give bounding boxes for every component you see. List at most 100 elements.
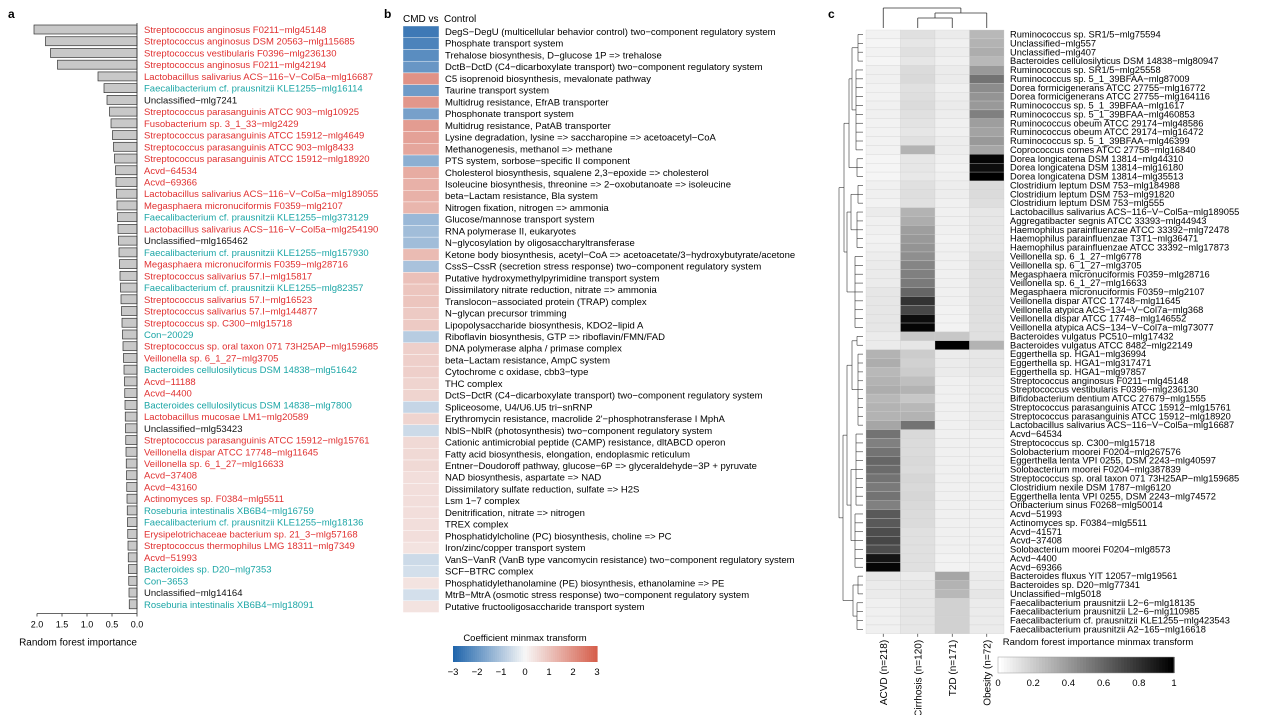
legend-tick-label: 0	[995, 678, 1000, 689]
legend-swatch	[477, 646, 480, 662]
heat-cell	[934, 482, 970, 492]
row-label: Oribacterium sinus F0268−mlg50014	[1010, 500, 1163, 510]
heat-cell	[402, 600, 440, 613]
heat-cell	[865, 376, 901, 386]
legend-swatch	[537, 646, 540, 662]
heat-cell	[900, 562, 936, 572]
row-label: Methanogenesis, methanol => methane	[445, 144, 612, 155]
heat-cell	[900, 473, 936, 484]
heat-cell	[900, 278, 936, 288]
heat-cell	[900, 163, 936, 173]
heat-cell	[900, 544, 936, 555]
legend-swatch	[581, 646, 584, 662]
heat-cell	[402, 295, 440, 308]
row-label: Lysine degradation, lysine => saccharopi…	[445, 133, 717, 144]
legend-swatch	[507, 646, 510, 662]
legend-swatch	[553, 646, 556, 662]
heat-cell	[865, 589, 901, 599]
bar	[116, 200, 138, 211]
legend-swatch	[1132, 657, 1137, 673]
heat-cell	[969, 438, 1005, 448]
heat-cell	[900, 47, 936, 57]
heat-cell	[865, 473, 901, 484]
heat-cell	[865, 269, 901, 279]
heat-cell	[934, 615, 970, 626]
row-label: Bacteroides vulgatus PC510−mlg17432	[1010, 331, 1174, 341]
row-label: Acvd−64534	[1010, 429, 1062, 439]
legend-swatch	[1159, 657, 1163, 673]
legend-swatch	[497, 646, 500, 662]
x-tick-label: 0.0	[131, 620, 144, 630]
heat-cell	[900, 189, 936, 199]
row-label: Veillonella sp. 6_1_27−mlg3705	[1010, 260, 1142, 270]
row-label: Unclassified−mlg5018	[1010, 589, 1101, 599]
heat-cell	[900, 482, 936, 492]
legend-swatch	[1103, 657, 1108, 673]
bar-label: Faecalibacterium cf. prausnitzii KLE1255…	[144, 518, 363, 529]
heat-cell	[969, 491, 1005, 501]
legend-tick-label: −3	[448, 667, 459, 678]
legend-frame	[997, 656, 1175, 674]
heat-cell	[934, 145, 970, 155]
row-label: Solobacterium moorei F0204−mlg387839	[1010, 465, 1181, 475]
heat-cell	[900, 171, 936, 182]
row-label: beta−Lactam resistance, AmpC system	[445, 355, 610, 366]
heat-cell	[969, 100, 1005, 111]
row-label: Streptococcus anginosus F0211−mlg45148	[1010, 376, 1188, 386]
bar-label: Faecalibacterium cf. prausnitzii KLE1255…	[144, 213, 369, 224]
heat-cell	[969, 464, 1005, 475]
heat-cell	[402, 72, 440, 85]
legend-swatch	[513, 646, 516, 662]
heat-cell	[402, 588, 440, 601]
heat-cell	[969, 349, 1005, 359]
heat-cell	[865, 65, 901, 75]
row-label: Clostridium nexile DSM 1787−mlg6120	[1010, 482, 1171, 492]
heat-cell	[402, 25, 440, 38]
heat-cell	[969, 358, 1005, 368]
heat-cell	[900, 127, 936, 137]
bar	[128, 599, 138, 610]
heat-cell	[934, 296, 970, 306]
heat-cell	[402, 143, 440, 156]
legend-swatch	[459, 646, 462, 662]
heat-cell	[934, 207, 970, 217]
heat-cell	[865, 189, 901, 199]
legend-swatch	[1106, 657, 1111, 673]
heat-cell	[865, 624, 901, 634]
heat-cell	[934, 518, 970, 528]
heat-cell	[934, 38, 970, 48]
heat-cell	[865, 180, 901, 190]
legend-swatch	[1109, 657, 1113, 673]
legend-tick-label: 0.4	[1062, 678, 1075, 689]
heat-cell	[934, 491, 970, 501]
bar-label: Veillonella sp. 6_1_27−mlg3705	[144, 353, 278, 364]
heat-cell	[934, 544, 970, 555]
bar	[117, 224, 138, 234]
bar	[45, 36, 138, 47]
heat-cell	[969, 65, 1005, 75]
bar-label: Acvd−37408	[144, 471, 197, 482]
heat-cell	[934, 100, 970, 111]
heat-cell	[934, 322, 970, 333]
heat-cell	[934, 216, 970, 226]
heat-cell	[865, 349, 901, 359]
heat-cell	[900, 624, 936, 634]
legend-swatch	[493, 646, 496, 662]
legend-swatch	[499, 646, 502, 662]
heat-cell	[402, 506, 440, 519]
legend-swatch	[575, 646, 578, 662]
bar-label: Con−3653	[144, 576, 188, 587]
legend-swatch	[573, 646, 576, 662]
heat-cell	[969, 296, 1005, 306]
legend-swatch	[1068, 657, 1072, 673]
legend-swatch	[565, 646, 568, 662]
legend-swatch	[1059, 657, 1064, 673]
row-label: Bacteroides cellulosilyticus DSM 14838−m…	[1010, 56, 1219, 66]
legend-swatch	[519, 646, 522, 662]
row-label: Streptococcus parasanguinis ATCC 15912−m…	[1010, 402, 1231, 412]
legend-swatch	[453, 646, 456, 662]
heat-cell	[865, 456, 901, 466]
bar-label: Faecalibacterium cf. prausnitzii KLE1255…	[144, 283, 363, 294]
heat-cell	[934, 527, 970, 537]
row-label: Megasphaera micronuciformis F0359−mlg287…	[1010, 269, 1210, 279]
